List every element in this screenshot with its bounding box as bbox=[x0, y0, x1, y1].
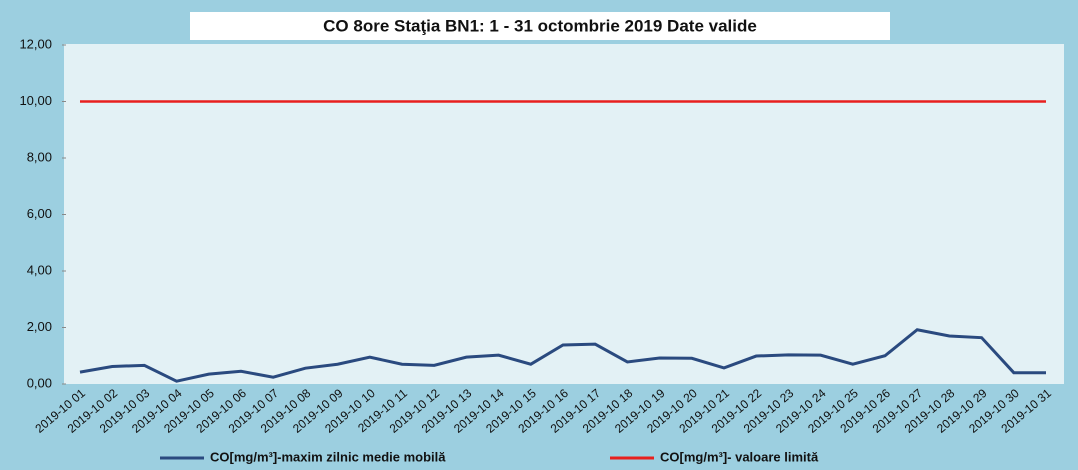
y-tick-label: 0,00 bbox=[27, 375, 52, 390]
y-tick-label: 8,00 bbox=[27, 149, 52, 164]
y-tick-label: 4,00 bbox=[27, 262, 52, 277]
y-tick-label: 2,00 bbox=[27, 319, 52, 334]
chart-title: CO 8ore Staţia BN1: 1 - 31 octombrie 201… bbox=[323, 16, 757, 35]
legend-label: CO[mg/m³]-maxim zilnic medie mobilă bbox=[210, 449, 446, 464]
y-tick-label: 10,00 bbox=[19, 93, 52, 108]
data-line bbox=[79, 328, 1046, 383]
title-box bbox=[190, 12, 890, 40]
y-tick-label: 12,00 bbox=[19, 36, 52, 51]
y-tick-label: 6,00 bbox=[27, 206, 52, 221]
legend-label: CO[mg/m³]- valoare limită bbox=[660, 449, 819, 464]
